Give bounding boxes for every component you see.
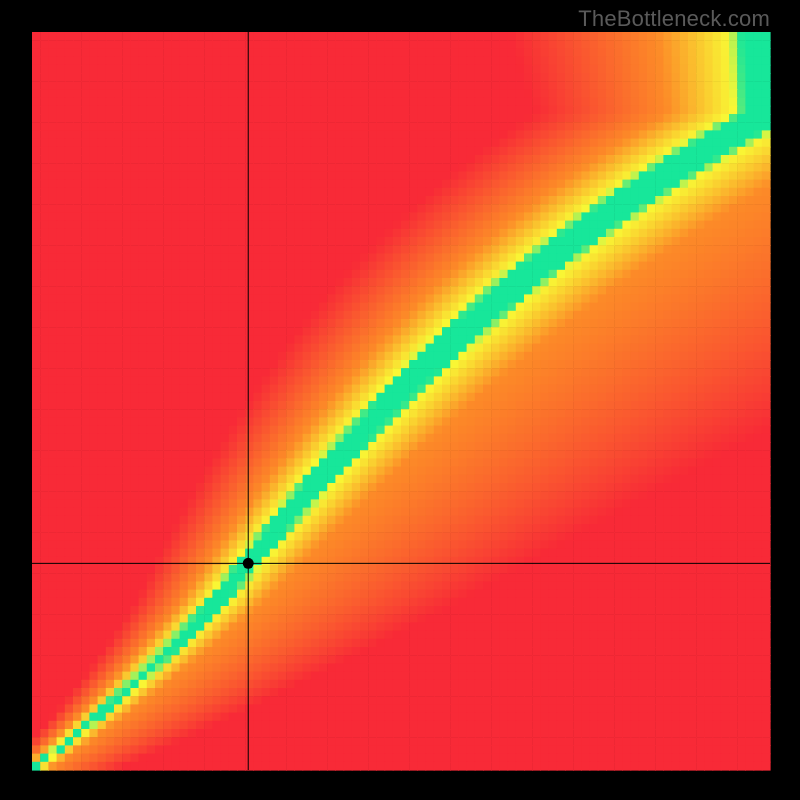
watermark-text: TheBottleneck.com [578, 6, 770, 32]
heatmap-canvas [0, 0, 800, 800]
